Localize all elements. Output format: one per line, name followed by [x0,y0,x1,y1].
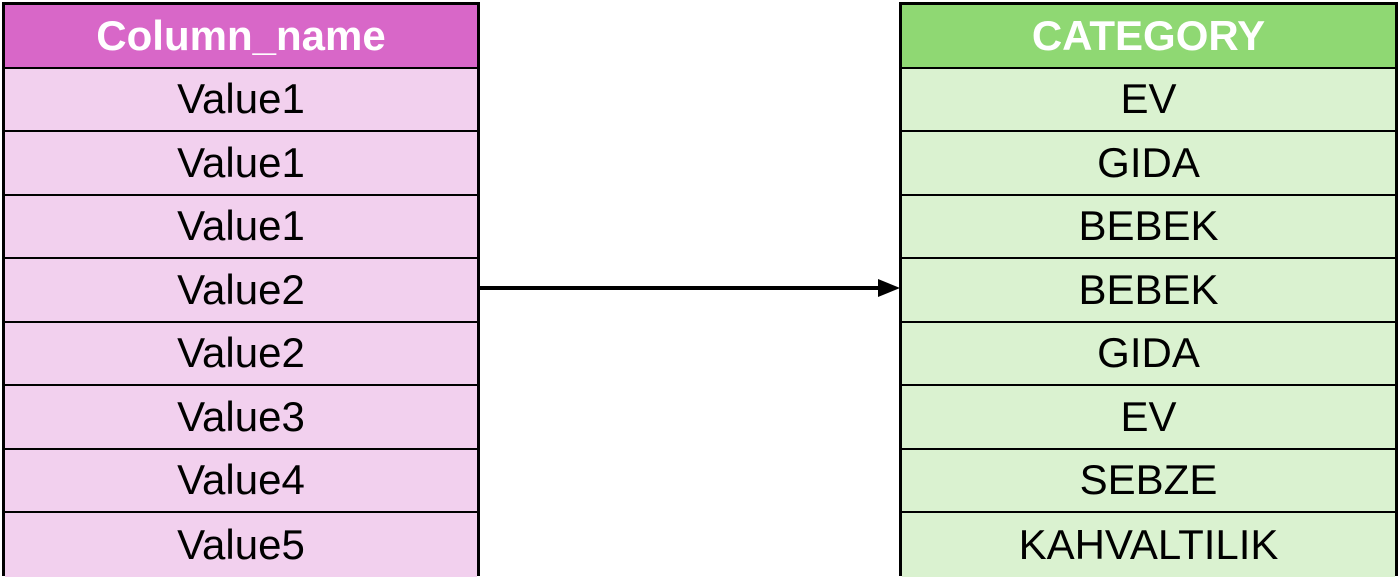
category-value-cell: GIDA [902,322,1395,386]
source-value-cell: Value2 [5,259,477,323]
category-value-cell: SEBZE [902,449,1395,513]
source-value-cell: Value2 [5,322,477,386]
arrow-right-icon [480,279,900,297]
category-value-cell: KAHVALTILIK [902,513,1395,577]
category-column-table: CATEGORY EV GIDA BEBEK BEBEK GIDA EV SEB… [899,2,1398,577]
source-value-cell: Value1 [5,195,477,259]
source-value-cell: Value3 [5,386,477,450]
category-value-cell: EV [902,68,1395,132]
category-value-cell: BEBEK [902,195,1395,259]
category-column-header: CATEGORY [902,5,1395,69]
source-value-cell: Value5 [5,513,477,577]
source-column-table: Column_name Value1 Value1 Value1 Value2 … [2,2,480,577]
category-value-cell: GIDA [902,132,1395,196]
source-value-cell: Value1 [5,68,477,132]
source-value-cell: Value1 [5,132,477,196]
source-column-header: Column_name [5,5,477,69]
category-value-cell: EV [902,386,1395,450]
source-value-cell: Value4 [5,449,477,513]
category-value-cell: BEBEK [902,259,1395,323]
